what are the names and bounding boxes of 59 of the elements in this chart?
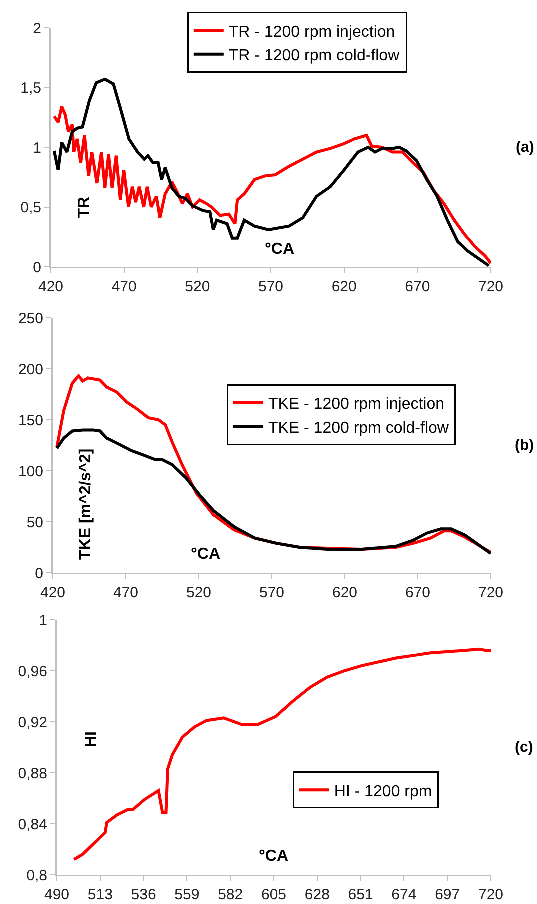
x-axis-title: °CA [265,241,295,258]
x-tick-label: 670 [405,278,430,296]
legend-label: TR - 1200 rpm injection [228,24,396,41]
y-tick-label: 0,96 [18,663,48,680]
line-series [72,648,491,862]
y-tick-label: 250 [18,310,44,328]
x-tick-label: 520 [186,584,212,602]
y-tick-label: 0,84 [18,816,48,834]
x-tick-label: 605 [261,886,287,904]
line-series [52,78,490,267]
x-tick-label: 620 [332,278,357,296]
x-tick-label: 559 [174,886,200,904]
y-tick-label: 2 [33,20,42,38]
y-tick-label: 0,88 [18,765,48,782]
y-axis-title: TKE [m^2/s^2] [78,448,95,560]
x-tick-label: 697 [435,886,460,904]
legend-label: HI - 1200 rpm [334,783,432,800]
x-tick-label: 470 [112,278,137,296]
y-tick-label: 0 [35,565,44,582]
x-axis-title: °CA [259,848,289,865]
x-tick-label: 420 [38,278,64,296]
y-axis-title: TR [76,196,93,218]
text: (c) [515,739,534,756]
x-tick-label: 490 [44,886,70,904]
y-tick-label: 0 [33,259,42,276]
x-tick-label: 720 [478,278,504,296]
text: (a) [516,139,534,156]
x-tick-label: 420 [40,584,66,602]
x-tick-label: 536 [131,886,156,904]
legend-label: TR - 1200 rpm cold-flow [228,48,400,65]
x-tick-label: 670 [405,584,431,602]
x-tick-label: 720 [478,584,504,602]
y-tick-label: 1 [39,612,48,630]
x-tick-label: 570 [258,278,284,296]
x-tick-label: 570 [259,584,285,602]
x-tick-label: 513 [88,886,113,904]
line-series [52,105,491,265]
y-axis-title: HI [82,732,100,748]
y-tick-label: 1,5 [20,80,42,97]
y-tick-label: 50 [26,514,44,532]
x-tick-label: 651 [348,886,374,904]
x-tick-label: 520 [185,278,210,296]
x-tick-label: 674 [392,886,417,904]
y-tick-label: 0,5 [20,200,42,216]
x-tick-label: 470 [113,584,139,602]
y-tick-label: 100 [18,463,44,480]
y-tick-label: 200 [18,361,44,378]
text: (b) [515,437,534,454]
x-axis-title: °CA [191,546,221,563]
legend-label: TKE - 1200 rpm cold-flow [268,420,450,437]
x-tick-label: 628 [304,886,330,904]
x-tick-label: 582 [218,886,244,904]
x-tick-label: 620 [332,584,358,602]
legend-label: TKE - 1200 rpm injection [268,396,445,413]
y-tick-label: 1 [33,140,42,157]
y-tick-label: 0,92 [18,714,48,732]
y-tick-label: 150 [18,412,44,430]
y-tick-label: 0,8 [26,867,48,884]
x-tick-label: 720 [478,886,504,904]
